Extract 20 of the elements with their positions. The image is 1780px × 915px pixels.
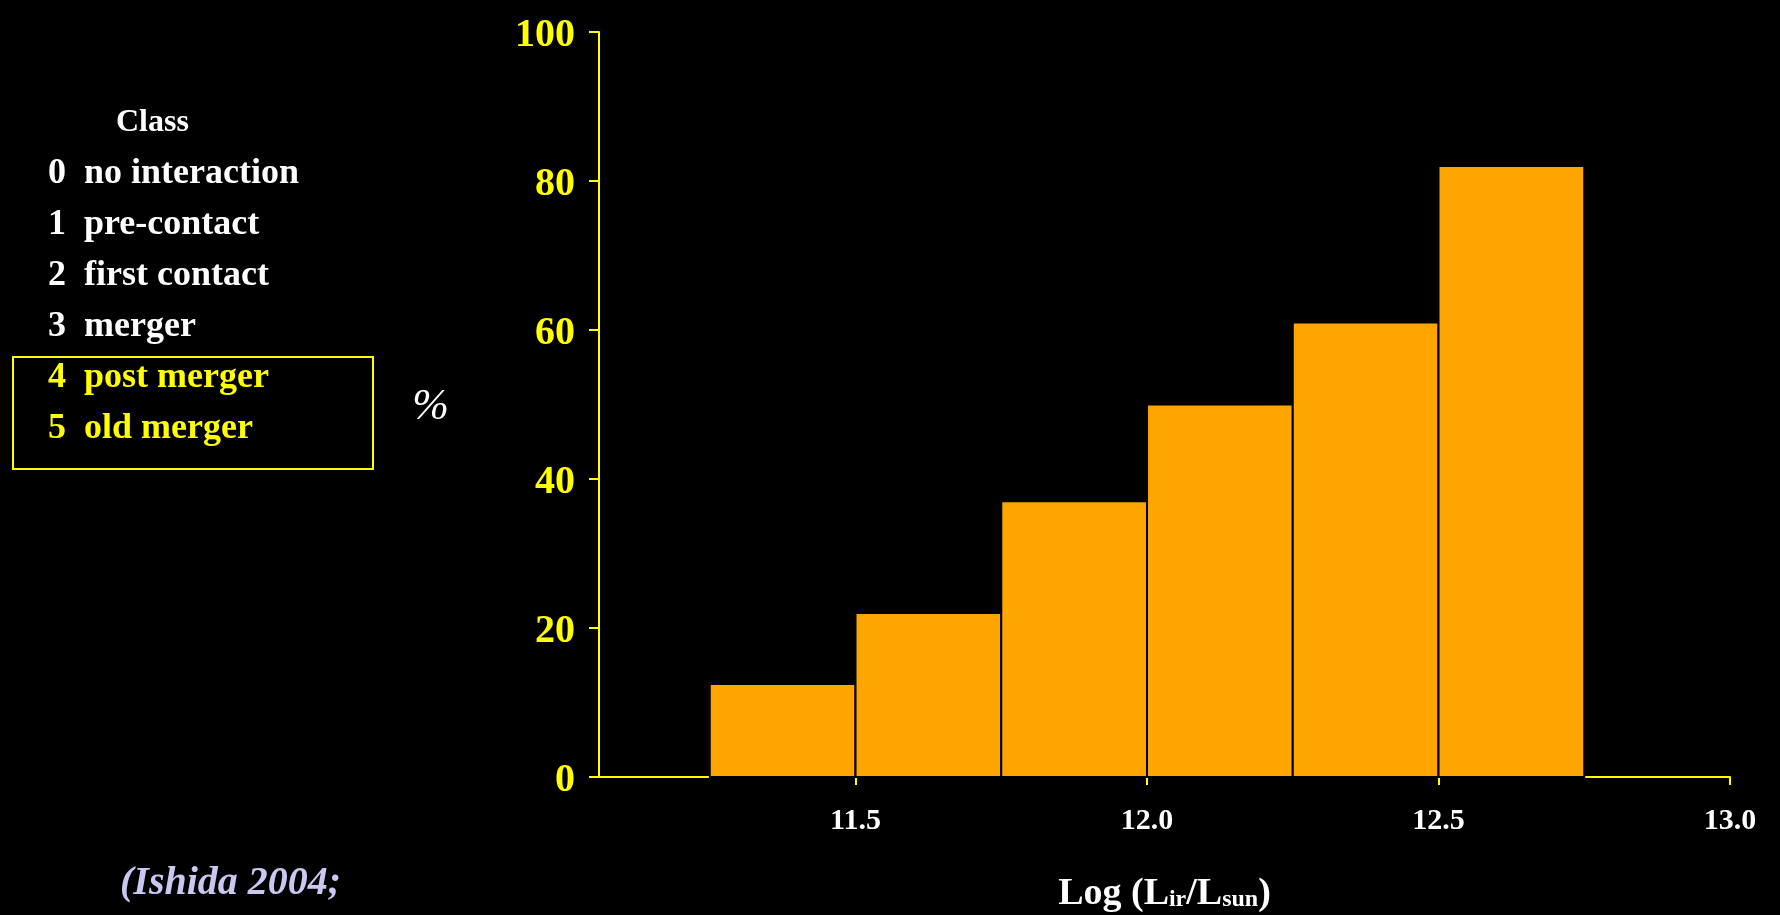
y-tick-label: 60 [535, 307, 575, 353]
text: 1 pre-contact [48, 202, 260, 243]
x-tick-label: 13.0 [1703, 801, 1757, 835]
y-tick-label: 100 [515, 9, 575, 55]
y-tick-label: 40 [535, 456, 575, 502]
text: 5 old merger [48, 406, 253, 447]
x-tick-label: 12.5 [1412, 801, 1465, 835]
text: 0 no interaction [48, 151, 299, 192]
text: (Ishida 2004; [120, 858, 342, 903]
y-axis-title: % [412, 380, 449, 429]
text: Class [116, 101, 189, 140]
y-tick-label: 0 [555, 754, 575, 800]
text: 4 post merger [48, 355, 269, 396]
text: 3 merger [48, 304, 196, 345]
x-tick-label: 12.0 [1120, 801, 1174, 835]
text: 2 first contact [48, 253, 269, 294]
x-tick-label: 11.5 [830, 801, 881, 835]
x-axis-title: Log (Lir/Lsun) [1058, 870, 1271, 913]
y-tick-label: 80 [535, 158, 575, 204]
y-tick-label: 20 [535, 605, 575, 651]
